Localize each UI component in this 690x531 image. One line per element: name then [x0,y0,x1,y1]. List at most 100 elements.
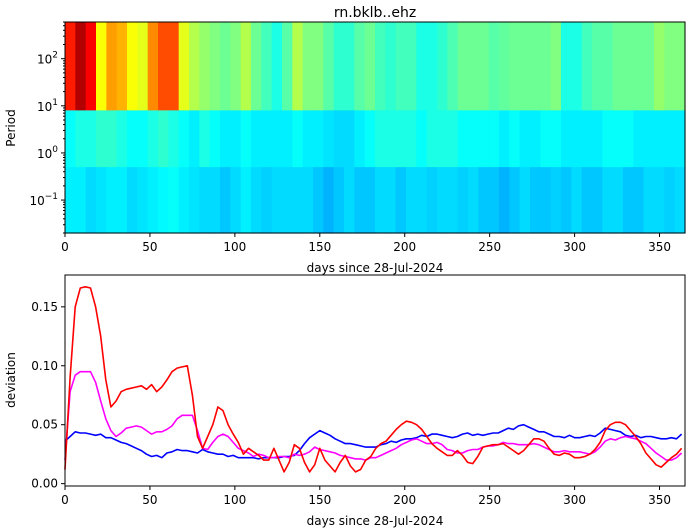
heatmap-cell [313,110,324,168]
heatmap-cell [292,167,304,234]
heatmap-cell [240,110,252,168]
heatmap-y-tick-label: 100 [37,145,58,161]
heatmap-cell [426,22,438,111]
heatmap-cell [147,167,159,234]
heatmap-x-tick-label: 100 [223,240,246,254]
heatmap-cell [530,110,541,168]
line-x-tick-label: 0 [61,493,69,507]
heatmap-cell [292,110,304,168]
heatmap-cell [127,22,138,111]
heatmap-x-tick-label: 350 [648,240,671,254]
heatmap-cell [75,22,87,111]
heatmap-y-tick-label: 10−1 [29,192,58,208]
heatmap-cell [437,110,448,168]
heatmap-cell [302,22,314,111]
heatmap-x-axis-label: days since 28-Jul-2024 [307,261,444,275]
heatmap-cell [447,110,459,168]
heatmap-cell [447,22,459,111]
line-frame [64,274,686,487]
heatmap-cell [499,22,510,111]
heatmap-cell [106,167,118,234]
line-y-tick-label: 0.15 [31,300,58,314]
heatmap-cell [540,167,552,234]
line-y-ticks: 0.00 0.05 0.10 0.15 [31,300,65,491]
heatmap-cell [499,167,510,234]
heatmap-cell [137,110,149,168]
heatmap-cell [364,110,376,168]
heatmap-cell [127,110,138,168]
line-series [64,423,683,460]
heatmap-cell [623,167,634,234]
heatmap-cell [375,110,386,168]
line-y-tick-label: 0.05 [31,418,58,432]
heatmap-cell [178,167,190,234]
heatmap-cell [292,22,304,111]
heatmap-cell [633,110,645,168]
heatmap-cell [282,167,293,234]
heatmap-cell [271,22,283,111]
heatmap-cell [333,167,345,234]
line-x-tick-label: 100 [223,493,246,507]
heatmap-cell [251,167,262,234]
heatmap-cell [499,110,510,168]
heatmap-cell [654,22,665,111]
heatmap-cell [158,167,169,234]
heatmap-cell [116,167,128,234]
heatmap-x-ticks: 0 50 100 150 200 250 300 350 [61,233,671,254]
heatmap-cell [75,110,87,168]
heatmap-cell [344,110,355,168]
heatmap-cell [488,167,500,234]
heatmap-cell [643,22,655,111]
line-series [64,370,683,461]
heatmap-cell [581,110,593,168]
line-y-axis-label: deviation [4,352,18,408]
heatmap-cell [643,167,655,234]
heatmap-cell [592,110,603,168]
heatmap-cell [633,167,645,234]
line-x-tick-label: 200 [393,493,416,507]
heatmap-x-tick-label: 300 [563,240,586,254]
heatmap-cell [654,167,665,234]
heatmap-cell [633,22,645,111]
heatmap-cell [571,110,583,168]
line-panel: 0 50 100 150 200 250 300 350 0.00 0.05 0.10 0.15 d… [4,274,686,528]
heatmap-cell [602,110,614,168]
heatmap-cell [416,22,428,111]
heatmap-cell [612,22,624,111]
heatmap-cell [602,167,614,234]
heatmap-cell [220,167,231,234]
heatmap-cell [230,167,242,234]
heatmap-y-tick-label: 102 [37,51,58,67]
heatmap-cell [623,110,634,168]
heatmap-cell [147,22,159,111]
line-x-axis-label: days since 28-Jul-2024 [307,514,444,528]
heatmap-cell [519,110,531,168]
heatmap-cell [199,110,211,168]
heatmap-cell [158,22,169,111]
heatmap-cell [519,22,531,111]
heatmap-cell [416,167,428,234]
heatmap-cell [468,167,479,234]
heatmap-cell [189,167,200,234]
heatmap-cell [385,22,397,111]
heatmap-cell [147,110,159,168]
line-x-tick-label: 300 [563,493,586,507]
line-x-tick-label: 350 [648,493,671,507]
heatmap-cell [313,167,324,234]
heatmap-panel: rn.bklb..ehz 0 50 100 150 200 250 300 350 10−11… [4,5,686,275]
heatmap-cell [178,22,190,111]
line-x-ticks: 0 50 100 150 200 250 300 350 [61,486,671,507]
heatmap-cell [654,110,665,168]
heatmap-cell [468,22,479,111]
heatmap-cell [271,110,283,168]
heatmap-cell [230,22,242,111]
heatmap-cell [364,22,376,111]
heatmap-cell [643,110,655,168]
heatmap-x-tick-label: 250 [478,240,501,254]
heatmap-cell [592,167,603,234]
heatmap-cell [581,167,593,234]
heatmap-cell [561,22,572,111]
heatmap-cell [209,167,221,234]
heatmap-cell [199,22,211,111]
heatmap-y-ticks: 10−1 100 101 102 [29,21,65,234]
